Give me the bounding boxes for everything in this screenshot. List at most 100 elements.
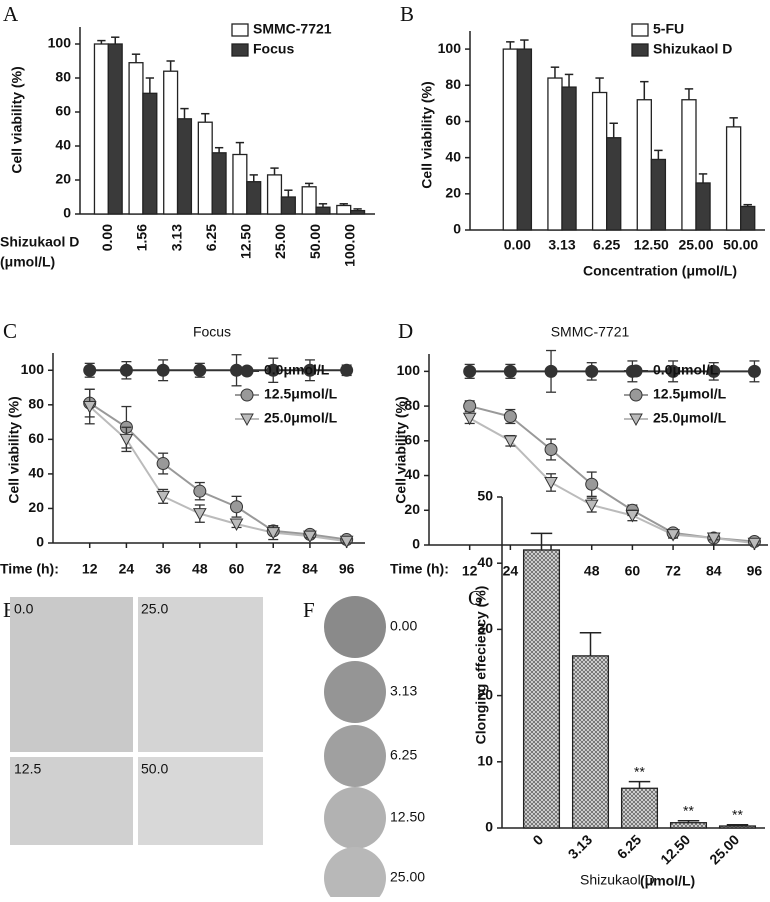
y-tick-label: 80 — [28, 396, 44, 412]
micrograph-label: 0.0 — [14, 601, 34, 617]
legend-label: SMMC-7721 — [253, 21, 332, 37]
dish — [324, 787, 386, 849]
micrograph — [10, 597, 133, 752]
y-tick-label: 0 — [485, 819, 493, 835]
point — [230, 500, 244, 514]
micrograph — [10, 757, 133, 845]
point — [707, 364, 721, 378]
y-tick-label: 100 — [438, 40, 462, 56]
point — [503, 410, 517, 424]
point — [303, 363, 317, 377]
dish-label: 3.13 — [390, 683, 417, 699]
bar — [681, 99, 697, 231]
point — [544, 364, 558, 378]
x-tick-label: 0 — [529, 831, 546, 848]
bar — [336, 204, 352, 215]
legend-label: 12.5μmol/L — [653, 386, 727, 402]
bar — [516, 48, 533, 231]
y-tick-label: 100 — [48, 35, 72, 51]
legend-label: 25.0μmol/L — [264, 410, 338, 426]
dish — [324, 596, 386, 658]
point — [584, 499, 599, 513]
y-axis-label: Clonging effeciency (%) — [473, 586, 489, 745]
panel-letter: D — [398, 319, 413, 343]
micrograph-label: 25.0 — [141, 601, 168, 617]
legend-label: 25.0μmol/L — [653, 410, 727, 426]
y-tick-label: 0 — [36, 534, 44, 550]
bar — [266, 174, 283, 215]
y-axis-label: Cell viability (%) — [6, 396, 22, 503]
y-axis-label: Cell viability (%) — [393, 396, 409, 503]
series-line — [469, 417, 755, 545]
y-tick-label: 100 — [21, 361, 45, 377]
y-tick-label: 40 — [404, 466, 420, 482]
y-tick-label: 0 — [63, 205, 71, 221]
point — [83, 363, 97, 377]
x-tick-label: 60 — [625, 563, 641, 579]
legend-label: Focus — [253, 41, 294, 57]
x-tick-label: 50.00 — [307, 224, 323, 259]
x-axis-label: Concentration (μmol/L) — [583, 263, 737, 279]
y-tick-label: 40 — [445, 148, 461, 164]
point — [156, 457, 170, 471]
x-tick-label: 25.00 — [272, 224, 288, 259]
y-axis-label: Cell viability (%) — [419, 81, 435, 188]
point — [463, 399, 477, 413]
x-tick-label: 1.56 — [134, 224, 150, 251]
x-tick-label: 25.00 — [678, 237, 713, 253]
bar — [280, 196, 296, 215]
point — [503, 364, 517, 378]
y-tick-label: 40 — [55, 137, 71, 153]
point — [747, 537, 762, 551]
x-tick-label: 6.25 — [203, 224, 219, 251]
point — [503, 435, 518, 448]
point — [156, 490, 170, 504]
x-tick-label: 96 — [339, 561, 355, 577]
panel-letter: B — [400, 2, 414, 26]
micrograph — [138, 597, 263, 752]
x-tick-label: 24 — [119, 561, 135, 577]
bar — [197, 121, 213, 215]
panel-letter: A — [3, 2, 19, 26]
point — [706, 532, 721, 546]
y-tick-label: 20 — [477, 686, 493, 702]
x-axis-label: Shizukaol D — [580, 872, 655, 888]
series-line — [469, 405, 755, 543]
point — [266, 363, 280, 377]
point — [625, 509, 640, 523]
bar — [636, 99, 652, 231]
legend-swatch — [231, 23, 249, 37]
bar — [502, 48, 518, 231]
point — [747, 364, 761, 378]
point — [585, 477, 599, 491]
y-tick-label: 0 — [412, 536, 420, 552]
x-tick-label: 100.00 — [341, 224, 357, 267]
x-tick-label: 0.00 — [504, 237, 531, 253]
bar — [669, 822, 708, 829]
x-tick-label: 3.13 — [548, 237, 575, 253]
y-tick-label: 10 — [477, 753, 493, 769]
y-tick-label: 80 — [404, 397, 420, 413]
legend-marker — [629, 413, 643, 427]
significance-mark: ** — [732, 806, 743, 822]
bar — [142, 92, 158, 215]
x-tick-label: 96 — [747, 563, 763, 579]
y-tick-label: 20 — [445, 185, 461, 201]
bar — [547, 77, 563, 231]
point — [462, 412, 477, 426]
point — [82, 401, 97, 414]
y-tick-label: 40 — [28, 465, 44, 481]
dish — [324, 725, 386, 787]
bar — [301, 186, 317, 215]
point — [463, 364, 477, 378]
bar — [591, 91, 608, 231]
legend-marker — [240, 364, 254, 378]
x-tick-label: 0.00 — [99, 224, 115, 251]
legend-label: 0.0μmol/L — [653, 362, 719, 378]
bar — [350, 209, 366, 215]
y-tick-label: 100 — [397, 362, 421, 378]
bar — [107, 43, 123, 215]
x-tick-label: 60 — [229, 561, 245, 577]
bar — [740, 205, 756, 231]
y-tick-label: 60 — [445, 112, 461, 128]
